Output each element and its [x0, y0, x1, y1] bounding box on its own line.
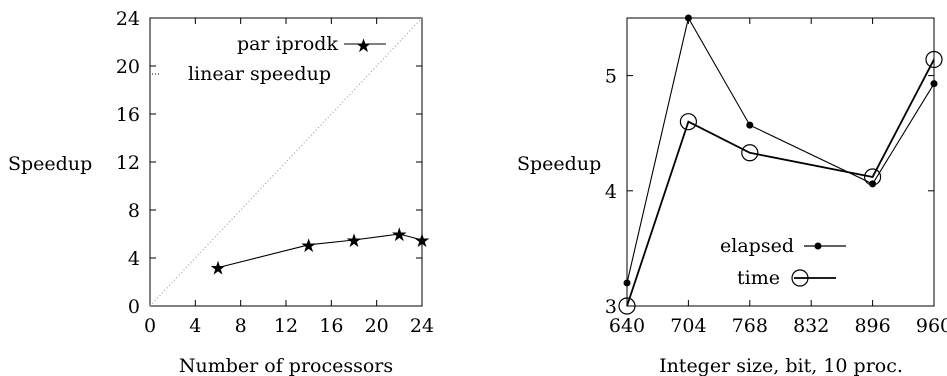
data-point-marker [679, 113, 698, 131]
legend-entry-marker [814, 242, 822, 250]
data-point-marker [925, 50, 943, 69]
y-tick-label: 16 [116, 104, 140, 126]
x-tick-label: 24 [410, 315, 434, 337]
x-tick-label: 0 [144, 315, 156, 337]
x-tick-label: 4 [189, 315, 201, 337]
chart-right-frame [626, 17, 935, 307]
chart-right-y-axis-label: Speedup [517, 153, 601, 175]
chart-right-legend: elapsed time [720, 235, 846, 289]
series-line [217, 233, 423, 269]
legend-entry-label: par iprodk [237, 33, 339, 55]
data-point-marker [930, 80, 938, 88]
y-tick-label: 12 [116, 152, 140, 174]
series-line [149, 17, 423, 307]
data-point-marker [746, 121, 754, 129]
x-tick-label: 704 [670, 315, 706, 337]
chart-right-x-axis-label: Integer size, bit, 10 proc. [659, 355, 903, 376]
x-tick-label: 768 [732, 315, 768, 337]
data-point-marker [741, 144, 759, 162]
series-line [626, 59, 935, 307]
data-point-marker [623, 279, 631, 287]
data-point-marker: ★ [209, 258, 226, 280]
chart-left-x-axis-label: Number of processors [179, 355, 393, 376]
data-point-marker: ★ [300, 235, 317, 257]
x-tick-label: 960 [916, 315, 947, 337]
chart-left-ticks: 0 4 8 12 16 20 24 0 4 8 12 16 20 24 [116, 8, 434, 337]
y-tick-label: 24 [116, 8, 140, 30]
x-tick-label: 12 [274, 315, 298, 337]
chart-right-ticks: 640 704 768 832 896 960 3 4 5 [605, 18, 947, 337]
y-tick-label: 20 [116, 56, 140, 78]
y-tick-label: 0 [128, 296, 140, 318]
data-point-marker: ★ [413, 230, 430, 252]
x-tick-label: 896 [854, 315, 890, 337]
x-tick-label: 8 [235, 315, 247, 337]
chart-right: 640 704 768 832 896 960 3 4 5 Speedup Integer si… [517, 14, 947, 376]
x-tick-label: 16 [319, 315, 343, 337]
data-point-marker [863, 168, 882, 186]
data-point-marker: ★ [391, 224, 408, 246]
data-point-marker [869, 180, 877, 188]
y-tick-label: 4 [605, 181, 617, 203]
x-tick-label: 640 [609, 315, 645, 337]
data-point-marker [618, 297, 636, 315]
chart-right-plot-area [618, 14, 943, 315]
x-tick-label: 832 [793, 315, 829, 337]
legend-entry-marker [791, 269, 809, 287]
legend-entry-label: elapsed [720, 235, 794, 257]
y-tick-label: 8 [128, 200, 140, 222]
data-point-marker [684, 14, 692, 22]
y-tick-label: 3 [605, 296, 617, 318]
data-point-marker: ★ [345, 230, 362, 252]
legend-entry-marker: ★ [355, 35, 372, 57]
chart-left-y-axis-label: Speedup [8, 153, 92, 175]
chart-left-plot-area: ★★ ★ ★ ★ [149, 17, 431, 307]
x-tick-label: 20 [365, 315, 389, 337]
legend-entry-label: time [737, 267, 780, 289]
chart-left-legend: par iprodk ★ linear speedup [152, 33, 386, 85]
y-tick-label: 4 [128, 248, 140, 270]
y-tick-label: 5 [605, 66, 617, 88]
legend-entry-label: linear speedup [188, 63, 331, 85]
